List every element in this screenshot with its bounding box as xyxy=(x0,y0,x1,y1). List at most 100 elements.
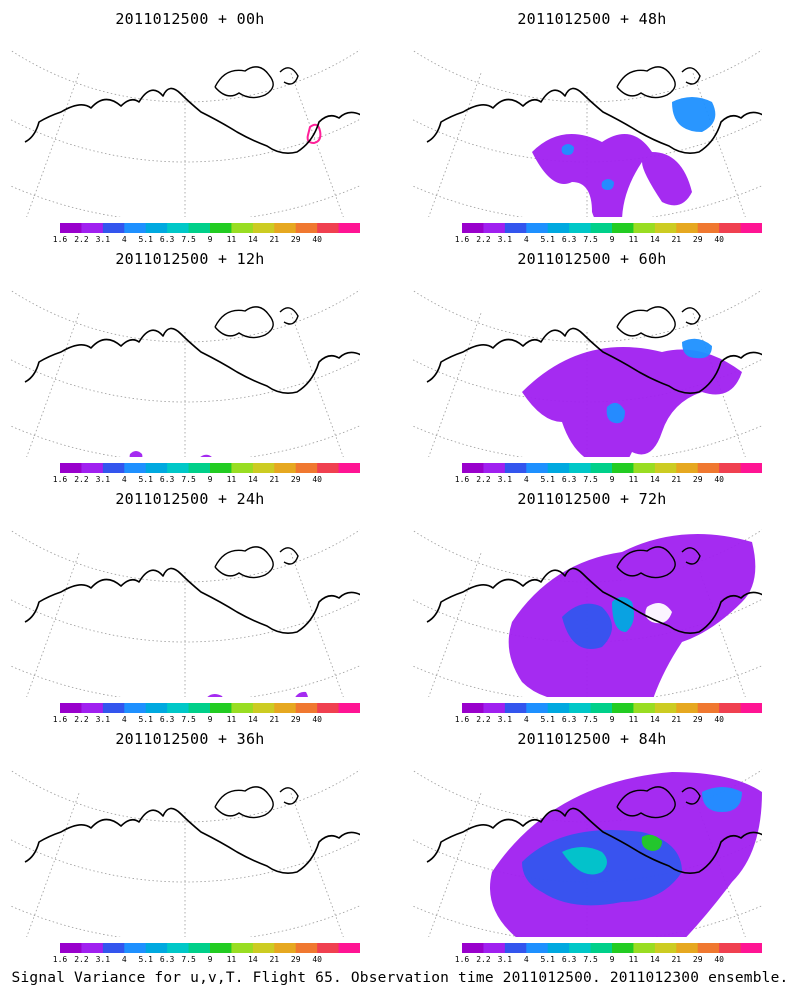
colorbar-label: 4 xyxy=(121,235,127,244)
colorbar-label: 21 xyxy=(269,715,280,724)
colorbar-segment xyxy=(633,223,656,233)
colorbar-segment xyxy=(252,463,275,473)
colorbar-label: 1.6 xyxy=(454,715,470,724)
colorbar-segment xyxy=(697,943,720,953)
forecast-map xyxy=(10,289,360,457)
colorbar-label: 2.2 xyxy=(74,955,89,964)
coastline xyxy=(24,87,360,154)
colorbar-label: 21 xyxy=(671,715,682,724)
variance-region xyxy=(207,694,223,697)
variance-region xyxy=(606,402,625,424)
colorbar-label: 4 xyxy=(121,715,127,724)
coastline xyxy=(24,567,360,634)
colorbar-segment xyxy=(188,223,211,233)
colorbar-segment xyxy=(654,703,677,713)
colorbar-segment xyxy=(317,463,340,473)
forecast-map xyxy=(10,529,360,697)
colorbar-segment xyxy=(145,463,168,473)
colorbar-segment xyxy=(719,463,742,473)
colorbar-label: 1.6 xyxy=(52,955,68,964)
colorbar-segment xyxy=(569,703,592,713)
forecast-map xyxy=(412,529,762,697)
colorbar-segment xyxy=(60,223,82,233)
colorbar-labels: 1.6 2.2 3.1 4 5.1 6.3 7.5 9 11 14 21 29 40 xyxy=(53,955,380,965)
coastline xyxy=(24,327,360,394)
variance-region xyxy=(532,134,692,217)
colorbar-segment xyxy=(124,943,147,953)
colorbar-segment xyxy=(547,943,570,953)
colorbar-segment xyxy=(697,223,720,233)
colorbar-label: 7.5 xyxy=(181,955,196,964)
colorbar-label: 9 xyxy=(609,235,615,244)
variance-region xyxy=(306,123,322,145)
colorbar-label: 1.6 xyxy=(52,715,68,724)
colorbar-label: 11 xyxy=(226,475,237,484)
panel-title: 2011012500 + 24h xyxy=(115,490,265,508)
colorbar-label: 29 xyxy=(692,715,703,724)
colorbar-segment xyxy=(740,703,762,713)
variance-region xyxy=(702,787,742,812)
colorbar-segment xyxy=(590,703,613,713)
colorbar-segment xyxy=(231,943,254,953)
arctic-islands xyxy=(214,786,299,819)
colorbar-label: 4 xyxy=(121,475,127,484)
colorbar-label: 2.2 xyxy=(74,235,89,244)
colorbar-label: 14 xyxy=(650,715,660,724)
variance-region xyxy=(561,144,574,155)
colorbar-segment xyxy=(633,943,656,953)
colorbar-segment xyxy=(740,223,762,233)
colorbar-label: 2.2 xyxy=(476,955,491,964)
colorbar-segment xyxy=(676,943,699,953)
colorbar-label: 11 xyxy=(628,955,639,964)
colorbar-labels: 1.6 2.2 3.1 4 5.1 6.3 7.5 9 11 14 21 29 40 xyxy=(53,715,380,725)
colorbar-segment xyxy=(654,943,677,953)
colorbar-segment xyxy=(210,463,232,473)
colorbar xyxy=(60,703,360,713)
colorbar-segment xyxy=(462,463,484,473)
colorbar-labels: 1.6 2.2 3.1 4 5.1 6.3 7.5 9 11 14 21 29 40 xyxy=(455,235,782,245)
colorbar-label: 40 xyxy=(714,235,724,244)
colorbar-label: 1.6 xyxy=(454,955,470,964)
colorbar-label: 40 xyxy=(312,715,322,724)
colorbar-segment xyxy=(504,943,527,953)
colorbar-segment xyxy=(317,223,340,233)
colorbar-segment xyxy=(252,703,275,713)
colorbar-label: 14 xyxy=(248,715,258,724)
colorbar-segment xyxy=(167,943,190,953)
colorbar-segment xyxy=(188,943,211,953)
colorbar-segment xyxy=(252,223,275,233)
colorbar-segment xyxy=(274,463,297,473)
colorbar-segment xyxy=(504,703,527,713)
colorbar-label: 6.3 xyxy=(561,235,577,244)
colorbar xyxy=(462,223,762,233)
colorbar-label: 6.3 xyxy=(561,475,577,484)
colorbar-segment xyxy=(102,943,125,953)
colorbar-segment xyxy=(483,223,506,233)
colorbar-segment xyxy=(590,463,613,473)
colorbar-segment xyxy=(295,463,318,473)
colorbar-label: 2.2 xyxy=(74,475,89,484)
colorbar-label: 1.6 xyxy=(52,475,68,484)
colorbar-label: 3.1 xyxy=(95,475,111,484)
colorbar-segment xyxy=(210,943,232,953)
colorbar-label: 1.6 xyxy=(52,235,68,244)
colorbar-label: 3.1 xyxy=(497,475,513,484)
colorbar-segment xyxy=(462,703,484,713)
colorbar-segment xyxy=(338,703,360,713)
colorbar-label: 29 xyxy=(692,955,703,964)
colorbar-label: 14 xyxy=(650,955,660,964)
colorbar-segment xyxy=(231,223,254,233)
colorbar-segment xyxy=(676,223,699,233)
colorbar-segment xyxy=(167,223,190,233)
colorbar-label: 2.2 xyxy=(476,715,491,724)
colorbar-label: 21 xyxy=(269,955,280,964)
arctic-islands xyxy=(616,786,701,819)
colorbar-segment xyxy=(210,703,232,713)
colorbar-label: 29 xyxy=(290,715,301,724)
arctic-islands xyxy=(214,306,299,339)
colorbar-label: 29 xyxy=(692,475,703,484)
colorbar-label: 6.3 xyxy=(159,955,175,964)
colorbar-label: 2.2 xyxy=(476,235,491,244)
colorbar xyxy=(60,223,360,233)
panel-title: 2011012500 + 12h xyxy=(115,250,265,268)
